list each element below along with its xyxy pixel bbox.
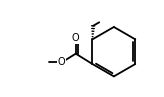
Text: O: O xyxy=(58,57,66,67)
Text: O: O xyxy=(72,33,80,43)
